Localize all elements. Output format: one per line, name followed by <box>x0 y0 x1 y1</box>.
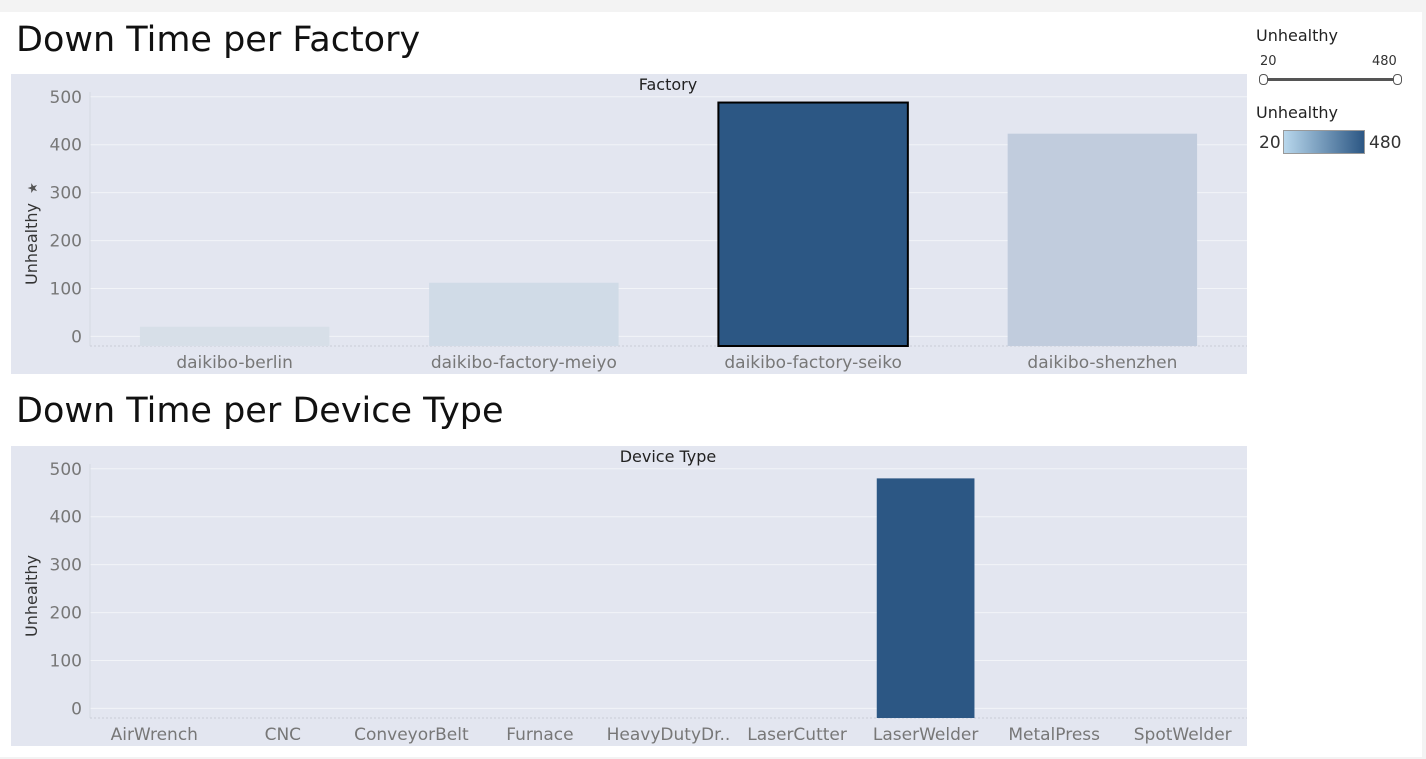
device-chart-panel: 0 100 200 300 400 500 Device Type Unhealthy AirW… <box>11 446 1247 746</box>
y-tick-label: 400 <box>50 136 82 156</box>
x-tick-label: ConveyorBelt <box>354 725 469 745</box>
y-tick-label: 500 <box>50 460 82 480</box>
factory-sheet-title: Down Time per Factory <box>16 20 421 60</box>
y-tick-label: 500 <box>50 88 82 108</box>
y-tick-label: 0 <box>71 327 82 347</box>
color-legend-min: 20 <box>1259 133 1281 153</box>
x-tick-label: HeavyDutyDr.. <box>607 725 731 745</box>
factory-chart-panel: 0 100 200 300 400 500 Factory Unhealthy ★ daikibo… <box>11 74 1247 374</box>
pin-icon[interactable]: ★ <box>26 182 41 194</box>
x-tick-label: MetalPress <box>1008 725 1100 745</box>
y-tick-label: 100 <box>50 651 82 671</box>
x-tick-label: LaserWelder <box>873 725 978 745</box>
range-slider-min-handle[interactable] <box>1259 74 1268 85</box>
y-tick-label: 300 <box>50 556 82 576</box>
x-tick-label: daikibo-factory-seiko <box>724 353 902 373</box>
x-tick-label: SpotWelder <box>1134 725 1232 745</box>
y-axis-title: Unhealthy <box>22 203 41 285</box>
x-tick-label: CNC <box>265 725 301 745</box>
x-tick-label: daikibo-shenzhen <box>1027 353 1177 373</box>
x-tick-label: Furnace <box>506 725 573 745</box>
color-legend-title: Unhealthy <box>1256 103 1338 122</box>
y-tick-label: 100 <box>50 279 82 299</box>
color-gradient-bar <box>1283 130 1365 154</box>
x-tick-label: daikibo-factory-meiyo <box>431 353 617 373</box>
filter-max-label: 480 <box>1372 54 1397 69</box>
dashboard: Down Time per Factory 0 100 200 300 400 500 Fa… <box>0 12 1422 757</box>
x-tick-label: AirWrench <box>111 725 198 745</box>
bar-LaserWelder[interactable] <box>876 478 975 718</box>
filter-min-label: 20 <box>1260 54 1277 69</box>
device-bar-chart: 0 100 200 300 400 500 Device Type Unhealthy AirW… <box>22 447 1247 745</box>
bar-daikibo-shenzhen[interactable] <box>1007 133 1198 346</box>
range-slider-max-handle[interactable] <box>1393 74 1402 85</box>
y-tick-label: 200 <box>50 232 82 252</box>
y-axis-title: Unhealthy <box>22 555 41 637</box>
factory-bar-chart: 0 100 200 300 400 500 Factory Unhealthy ★ daikibo… <box>22 75 1247 373</box>
chart-header-title: Factory <box>639 75 697 94</box>
y-tick-label: 400 <box>50 508 82 528</box>
x-tick-label: daikibo-berlin <box>176 353 293 373</box>
bar-daikibo-factory-meiyo[interactable] <box>429 282 619 346</box>
y-tick-label: 300 <box>50 184 82 204</box>
filter-title: Unhealthy <box>1256 26 1338 45</box>
bar-daikibo-berlin[interactable] <box>139 326 330 346</box>
bar-daikibo-factory-seiko[interactable] <box>717 101 909 347</box>
device-sheet-title: Down Time per Device Type <box>16 391 504 431</box>
color-legend-max: 480 <box>1369 133 1402 153</box>
y-tick-label: 200 <box>50 604 82 624</box>
range-slider-track[interactable] <box>1264 78 1402 81</box>
chart-header-title: Device Type <box>620 447 717 466</box>
x-tick-label: LaserCutter <box>747 725 847 745</box>
y-tick-label: 0 <box>71 699 82 719</box>
